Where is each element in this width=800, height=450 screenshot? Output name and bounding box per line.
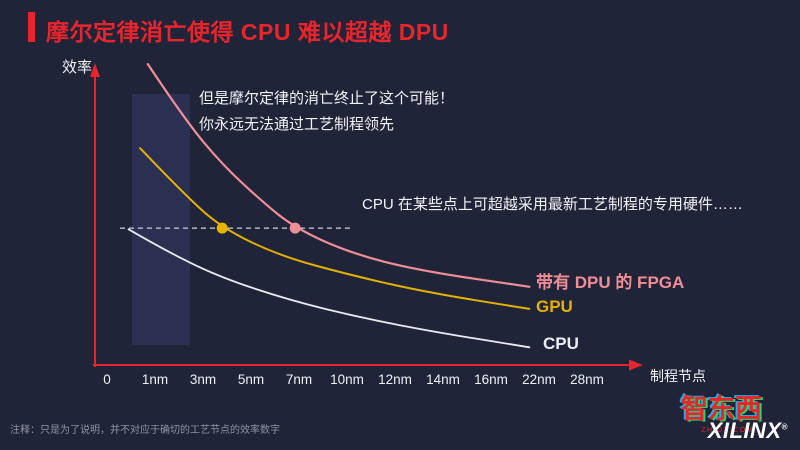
xilinx-wordmark: XILINX (707, 418, 782, 443)
x-axis-title: 制程节点 (650, 368, 706, 384)
annotation-line-1: 但是摩尔定律的消亡终止了这个可能！ (199, 90, 455, 107)
x-tick-label: 5nm (238, 372, 264, 387)
marker-dot-1 (289, 222, 301, 234)
curves-group (127, 62, 531, 349)
annotation-line-2: 你永远无法通过工艺制程领先 (199, 116, 395, 133)
x-tick-label: 22nm (522, 372, 556, 387)
title-accent-bar (28, 12, 35, 42)
x-tick-label: 28nm (570, 372, 604, 387)
x-tick-label: 10nm (330, 372, 364, 387)
series-label-gpu: GPU (536, 297, 573, 316)
x-tick-label: 16nm (474, 372, 508, 387)
annotation-moores-law: 但是摩尔定律的消亡终止了这个可能！ 你永远无法通过工艺制程领先 (199, 86, 454, 138)
series-curve-2 (127, 228, 531, 349)
x-tick-label: 3nm (190, 372, 216, 387)
series-curve-0 (146, 62, 531, 288)
xilinx-logo: XILINX® (708, 418, 788, 444)
marker-dot-0 (216, 222, 228, 234)
series-label-cpu: CPU (543, 334, 579, 353)
x-tick-label: 7nm (286, 372, 312, 387)
zhidx-watermark-url: ZHIDX.COM (701, 427, 754, 434)
threshold-overlay-group (119, 222, 350, 234)
x-tick-label: 12nm (378, 372, 412, 387)
x-tick-label: 0 (103, 372, 111, 387)
x-axis-arrow (629, 359, 643, 371)
x-tick-label: 14nm (426, 372, 460, 387)
annotation-cpu-note: CPU 在某些点上可超越采用最新工艺制程的专用硬件…… (362, 196, 743, 213)
page-title: 摩尔定律消亡使得 CPU 难以超越 DPU (46, 19, 449, 45)
x-tick-label: 1nm (142, 372, 168, 387)
series-curve-1 (139, 147, 531, 310)
zhidx-watermark-logo: 智东西 (681, 394, 762, 424)
registered-mark: ® (781, 422, 788, 432)
footnote: 注释：只是为了说明，并不对应于确切的工艺节点的效率数字 (10, 425, 280, 436)
series-label-fpga-dpu: 带有 DPU 的 FPGA (536, 273, 685, 292)
y-axis-title: 效率 (62, 59, 93, 76)
y-axis-arrow (90, 63, 100, 77)
highlight-band (132, 94, 190, 345)
